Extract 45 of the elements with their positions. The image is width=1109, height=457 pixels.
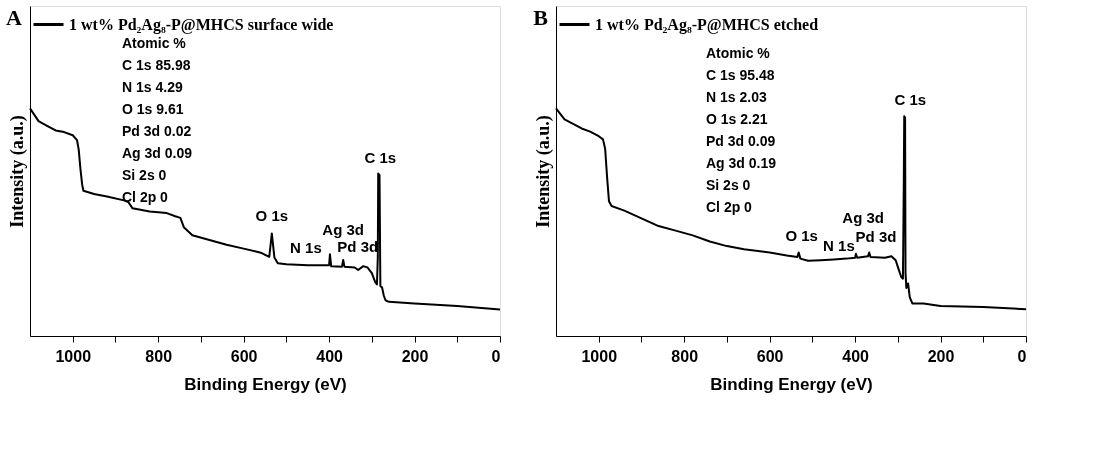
x-tick-label: 800 (671, 347, 699, 365)
chart-title: B (533, 5, 549, 30)
x-tick-label: 600 (756, 347, 784, 365)
annotation: Cl 2p 0 (706, 199, 753, 215)
text: Atomic % (122, 35, 187, 51)
annotation: Pd 3d (337, 238, 379, 256)
text: C 1s 95.48 (706, 67, 775, 83)
y-axis-title: Intensity (a.u.) (532, 115, 554, 228)
x-tick-label: 600 (230, 347, 258, 365)
annotation: Ag 3d (322, 220, 365, 238)
annotation: Pd 3d 0.09 (706, 133, 776, 149)
y-axis-title: Intensity (a.u.) (6, 115, 28, 228)
x-tick-label: 1000 (55, 347, 92, 365)
legend-label: 1 wt% Pd₂Ag₈-P@MHCS surface wide (69, 15, 334, 34)
x-tick-label: 400 (842, 347, 870, 365)
x-tick-label: 800 (145, 347, 173, 365)
annotation: Ag 3d 0.09 (122, 145, 193, 161)
annotation: Ag 3d (842, 209, 885, 227)
annotation: Si 2s 0 (706, 177, 751, 193)
text: C 1s 85.98 (122, 57, 191, 73)
text: Atomic % (706, 45, 771, 61)
annotation: Si 2s 0 (122, 167, 167, 183)
annotation: Ag 3d 0.19 (706, 155, 777, 171)
chart-title: A (6, 5, 23, 30)
x-axis-title: Binding Energy (eV) (184, 374, 347, 394)
text: N 1s 4.29 (122, 79, 183, 95)
annotation: Pd 3d (855, 227, 897, 245)
x-tick-label: 200 (927, 347, 955, 365)
x-tick-label: 1000 (581, 347, 618, 365)
annotation: O 1s 9.61 (122, 101, 184, 117)
legend-label: 1 wt% Pd₂Ag₈-P@MHCS etched (595, 15, 819, 34)
x-tick-label: 400 (316, 347, 344, 365)
x-axis-title: Binding Energy (eV) (710, 374, 873, 394)
x-tick-label: 0 (1017, 347, 1027, 365)
annotation: N 1s (823, 236, 855, 254)
x-tick-label: 200 (401, 347, 429, 365)
annotation: N 1s (290, 239, 322, 257)
annotation: C 1s (894, 91, 927, 109)
annotation: O 1s (255, 206, 289, 224)
text: N 1s 2.03 (706, 89, 767, 105)
annotation: Pd 3d 0.02 (122, 123, 192, 139)
annotation: O 1s (785, 227, 818, 245)
annotation: O 1s 2.21 (706, 111, 768, 127)
annotation: C 1s (364, 148, 397, 166)
x-tick-label: 0 (491, 347, 501, 365)
